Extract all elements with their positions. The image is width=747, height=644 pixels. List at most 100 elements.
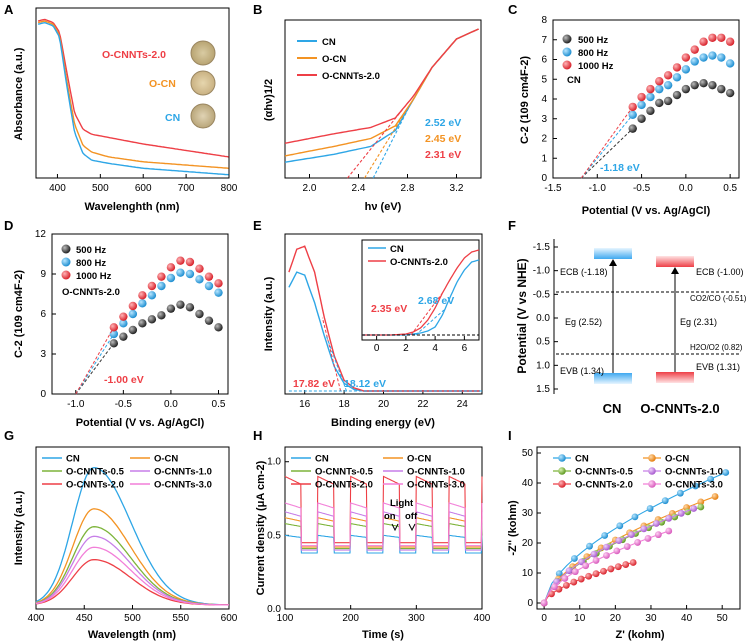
data-point (717, 33, 726, 42)
data-point (128, 309, 138, 319)
fit-line (580, 128, 634, 179)
legend-marker (61, 257, 71, 267)
data-point (707, 475, 715, 483)
legend-label: O-CNNTs-1.0 (665, 467, 723, 478)
tick-labels: 100 200 300 400 0.0 0.5 1.0 (267, 457, 491, 624)
vbm-label-occ: 17.82 eV (293, 378, 335, 390)
tick-label: 0.5 (723, 183, 737, 194)
data-point (138, 319, 147, 328)
panel-e: E 16 18 20 22 24 Binding energy (eV) Intensi… (253, 218, 483, 429)
panel-label-i: I (508, 428, 512, 443)
series-line (284, 475, 483, 544)
data-point (592, 557, 600, 564)
tick-labels: -1.5 -1.0 -0.5 0.0 0.5 0 1 2 3 4 5 6 7 8 (541, 15, 737, 194)
data-point (697, 503, 705, 511)
data-point (585, 572, 593, 580)
tick-label: 30 (645, 613, 657, 624)
data-point (582, 562, 590, 570)
data-point (699, 37, 708, 46)
inset-line (362, 249, 480, 336)
data-point (665, 514, 673, 522)
legend: CN O-CN O-CNNTs-0.5 O-CNNTs-1.0 O-CNNTs-2.0 O… (553, 454, 723, 491)
tick-label: 600 (135, 183, 152, 194)
tick-labels: 0 10 20 30 40 50 0 10 20 30 40 50 (522, 448, 728, 624)
legend-label: O-CNNTs-1.0 (407, 467, 465, 478)
legend-label: O-CN (322, 54, 346, 65)
data-point (138, 299, 147, 308)
legend-label: O-CNNTs-2.0 (66, 480, 124, 491)
legend-label: O-CN (665, 454, 689, 465)
data-point (562, 581, 570, 589)
data-point (646, 92, 655, 102)
data-point (613, 547, 621, 555)
series-line (35, 535, 229, 606)
tick-label: 2 (403, 343, 409, 354)
tick-label: 7 (541, 35, 547, 46)
tick-label: 200 (342, 613, 359, 624)
legend: 500 Hz 800 Hz 1000 Hz CN (562, 34, 614, 86)
data-point (690, 80, 699, 90)
tick-label: -0.5 (115, 399, 133, 410)
tangent-line (321, 317, 342, 392)
x-axis-label: hν (eV) (365, 201, 402, 213)
tick-label: 30 (522, 508, 534, 519)
data-point (627, 531, 635, 539)
y-axis-label: Intensity (a.u.) (263, 276, 275, 351)
x-tick-labels: 2.0 2.4 2.8 3.2 (303, 174, 464, 194)
data-point (204, 272, 214, 281)
fit-line (75, 327, 115, 395)
data-point (722, 469, 730, 476)
material-label-cn: CN (603, 401, 622, 416)
legend-label-cn: CN (165, 112, 180, 124)
data-point (166, 304, 176, 313)
legend-label: O-CNNTs-3.0 (154, 480, 212, 491)
y-axis-label: Potential (V vs NHE) (515, 258, 529, 373)
data-point (614, 563, 622, 571)
legend-label: CN (575, 454, 589, 465)
tick-label: 800 (221, 183, 238, 194)
tick-label: -1.5 (544, 183, 562, 194)
tick-label: 450 (76, 613, 93, 624)
data-point (548, 590, 555, 598)
data-point (672, 73, 682, 82)
legend-marker (648, 454, 656, 462)
y-axis-label: Intensity (a.u.) (13, 490, 25, 565)
legend-marker (562, 47, 572, 57)
legend-label-ocn: O-CN (149, 78, 176, 90)
legend-label: O-CNNTs-2.0 (315, 480, 373, 491)
inset-label-occ: 2.35 eV (371, 303, 407, 315)
inset-legend: CN O-CNNTs-2.0 (368, 244, 448, 268)
data-point (692, 482, 699, 490)
y-axis-label: (αhν)1/2 (263, 79, 275, 121)
legend-label: O-CNNTs-3.0 (407, 480, 465, 491)
data-point (571, 568, 579, 576)
plot-area (284, 28, 479, 179)
panel-a: A 400 500 600 700 800 Wavelenghth (nm) Absor… (4, 2, 238, 213)
tangent-line (415, 309, 445, 336)
data-point (699, 53, 708, 62)
data-point (607, 565, 615, 573)
panel-h: H 100 200 300 400 0.0 0.5 1.0 Time (s) Current… (253, 428, 491, 641)
data-point (623, 543, 631, 550)
x-axis-label: Z' (kohm) (615, 629, 664, 641)
plot-area (75, 256, 223, 395)
data-point (603, 543, 610, 551)
bandgap-label-occ: 2.31 eV (425, 149, 461, 161)
series-line (284, 502, 483, 547)
y-axis-label: C-2 (109 cm4F-2) (13, 270, 25, 358)
arrow-down-icon (408, 523, 416, 532)
sample-photo-ocn (190, 70, 216, 96)
series-line (543, 530, 669, 604)
tick-label: 10 (522, 568, 534, 579)
tick-label: 400 (474, 613, 491, 624)
legend-label: CN (390, 244, 404, 255)
tick-label: 50 (522, 448, 534, 459)
material-label-occ: O-CNNTs-2.0 (640, 401, 719, 416)
data-point (195, 264, 204, 273)
data-point (176, 268, 185, 277)
data-point (592, 570, 600, 578)
tick-label: -1.0 (67, 399, 85, 410)
data-point (561, 575, 569, 582)
vb-band-occ (656, 372, 694, 383)
data-point (166, 263, 176, 272)
